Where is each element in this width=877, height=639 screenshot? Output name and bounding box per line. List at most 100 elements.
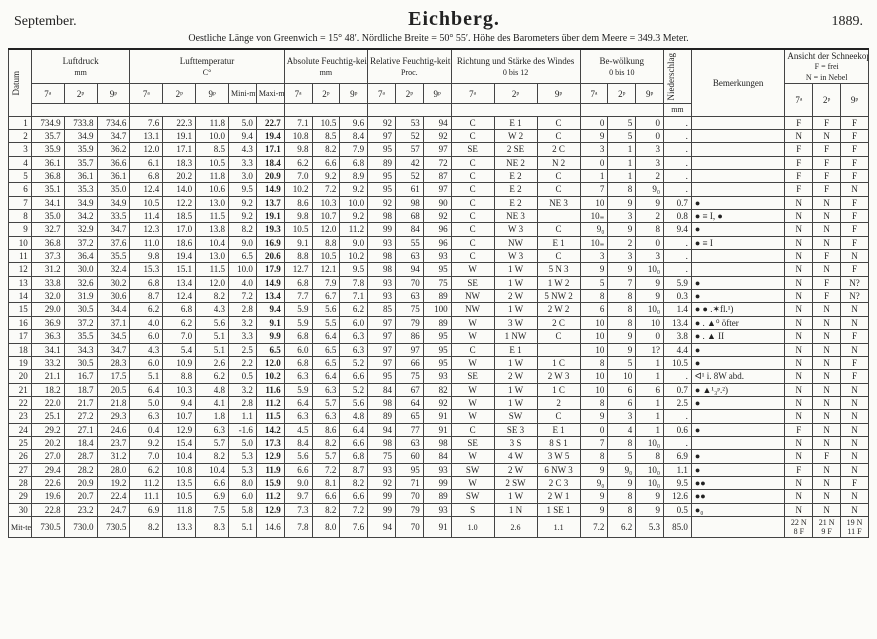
cell: N <box>841 423 869 436</box>
header-month: September. <box>14 14 77 30</box>
cell: 6.5 <box>312 356 340 369</box>
cell: 17.9 <box>256 263 284 276</box>
cell <box>691 156 785 169</box>
cell: 10.4 <box>196 236 229 249</box>
cell: 98 <box>368 436 396 449</box>
cell: 92 <box>423 130 451 143</box>
cell: 6.4 <box>312 330 340 343</box>
cell: 8.8 <box>284 250 312 263</box>
cell: 10 <box>636 316 664 329</box>
cell: 5 <box>608 356 636 369</box>
table-row: 2325.127.229.36.310.71.81.111.56.36.34.8… <box>9 410 869 423</box>
cell: Mit-tel <box>9 516 32 537</box>
cell: 4.1 <box>196 396 229 409</box>
cell: 34.7 <box>97 223 130 236</box>
cell: N <box>841 463 869 476</box>
th-9p: 9ᵖ <box>97 84 130 104</box>
cell: 37.6 <box>97 236 130 249</box>
cell: 7.8 <box>340 276 368 289</box>
cell: 53 <box>395 116 423 129</box>
cell: 9₀ <box>636 183 664 196</box>
table-row: 932.732.934.712.317.013.88.219.310.512.0… <box>9 223 869 236</box>
cell: 30.5 <box>64 303 97 316</box>
cell: C <box>451 196 494 209</box>
cell: 5 <box>9 170 32 183</box>
cell: 52 <box>395 170 423 183</box>
cell: 89 <box>368 156 396 169</box>
cell: N <box>785 210 813 223</box>
cell: F <box>813 170 841 183</box>
cell: 10.5 <box>312 250 340 263</box>
cell <box>691 170 785 183</box>
cell: N <box>813 463 841 476</box>
cell: E 2 <box>494 196 537 209</box>
cell: 34.9 <box>64 130 97 143</box>
cell: 29.3 <box>97 410 130 423</box>
cell: 5.0 <box>229 116 257 129</box>
cell: 9.1 <box>284 236 312 249</box>
cell: -1.6 <box>229 423 257 436</box>
cell: 7 <box>9 196 32 209</box>
cell: 86 <box>395 330 423 343</box>
cell: 8.6 <box>312 423 340 436</box>
cell: 6.6 <box>284 463 312 476</box>
cell: N <box>785 503 813 516</box>
cell: 7.6 <box>130 116 163 129</box>
table-row: 1231.230.032.415.315.111.510.017.912.712… <box>9 263 869 276</box>
cell: 4 <box>9 156 32 169</box>
cell: 8 <box>608 290 636 303</box>
cell: 18.6 <box>163 236 196 249</box>
cell: ● ● .✶fl.¹) <box>691 303 785 316</box>
cell: 9.4 <box>163 396 196 409</box>
cell: 8.5 <box>196 143 229 156</box>
cell: 1 SE 1 <box>537 503 580 516</box>
cell: 2 C 3 <box>537 476 580 489</box>
cell: 79 <box>395 503 423 516</box>
cell: W 3 <box>494 250 537 263</box>
cell: 7.9 <box>312 276 340 289</box>
cell: N <box>841 343 869 356</box>
cell: 7.7 <box>284 290 312 303</box>
cell <box>691 143 785 156</box>
cell: 19.6 <box>31 490 64 503</box>
cell: . <box>664 370 692 383</box>
cell: E 2 <box>494 183 537 196</box>
cell: 18.3 <box>163 156 196 169</box>
cell: 32.9 <box>64 223 97 236</box>
cell: 33.8 <box>31 276 64 289</box>
cell: C <box>451 183 494 196</box>
cell: 8 <box>636 223 664 236</box>
cell: 12.0 <box>130 143 163 156</box>
cell: 15 <box>9 303 32 316</box>
cell: 8.2 <box>312 503 340 516</box>
cell: 0 <box>636 330 664 343</box>
cell: F <box>813 450 841 463</box>
cell: 1 <box>636 356 664 369</box>
cell: 60 <box>395 450 423 463</box>
cell: 11 <box>9 250 32 263</box>
cell: F <box>841 156 869 169</box>
cell: 6 <box>608 383 636 396</box>
cell: 10.3 <box>312 196 340 209</box>
cell: 3 <box>9 143 32 156</box>
cell: 21.8 <box>97 396 130 409</box>
cell: 0.5 <box>229 370 257 383</box>
cell: N <box>813 316 841 329</box>
cell: 8.1 <box>312 476 340 489</box>
cell: 22 N8 F <box>785 516 813 537</box>
col-bemerkungen: Bemerkungen <box>691 49 785 116</box>
table-row: 2021.116.717.55.18.86.20.510.26.36.46.69… <box>9 370 869 383</box>
cell: 95 <box>368 143 396 156</box>
cell: 9 <box>608 343 636 356</box>
cell: 1 C <box>537 356 580 369</box>
cell: 18 <box>9 343 32 356</box>
cell: 34.9 <box>64 196 97 209</box>
cell: 12.2 <box>163 196 196 209</box>
cell: 0 <box>580 423 608 436</box>
cell: 1 <box>9 116 32 129</box>
cell: N <box>785 356 813 369</box>
cell: 19.1 <box>256 210 284 223</box>
cell: 8 S 1 <box>537 436 580 449</box>
cell: 10.8 <box>163 463 196 476</box>
cell: 10.2 <box>256 370 284 383</box>
